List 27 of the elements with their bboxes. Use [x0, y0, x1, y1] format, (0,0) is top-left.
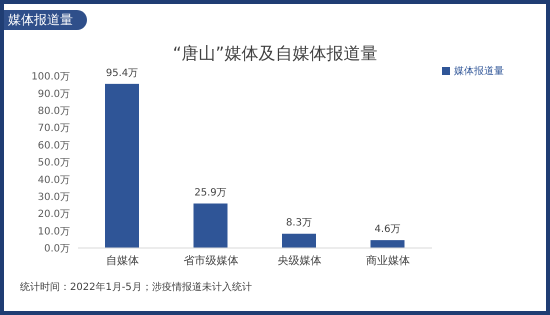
- legend-label: 媒体报道量: [454, 66, 504, 77]
- x-tick-label: 自媒体: [106, 254, 139, 267]
- bar: [282, 234, 316, 248]
- chart-subtitle: 媒体报道量: [4, 10, 87, 30]
- x-tick-label: 商业媒体: [366, 254, 410, 267]
- y-tick-label: 30.0万: [38, 192, 70, 203]
- bar: [105, 84, 139, 248]
- x-tick-label: 省市级媒体: [183, 254, 238, 267]
- data-label: 25.9万: [194, 187, 227, 198]
- y-tick-label: 90.0万: [38, 88, 70, 100]
- y-tick-label: 10.0万: [38, 226, 70, 238]
- y-tick-label: 40.0万: [38, 174, 70, 186]
- data-label: 8.3万: [286, 218, 312, 229]
- x-tick-label: 央级媒体: [277, 254, 322, 267]
- y-tick-label: 100.0万: [31, 72, 70, 83]
- y-tick-label: 60.0万: [38, 140, 70, 152]
- text: 统计时间：2022年1月-5月；涉疫情报道未计入统计: [20, 280, 252, 294]
- chart-title: “唐山”媒体及自媒体报道量: [172, 43, 378, 65]
- y-tick-label: 70.0万: [38, 123, 70, 134]
- bar: [370, 240, 404, 248]
- y-tick-label: 20.0万: [38, 209, 70, 220]
- y-tick-label: 0.0万: [44, 244, 70, 255]
- y-tick-label: 80.0万: [38, 106, 70, 117]
- bar: [194, 203, 228, 248]
- data-label: 4.6万: [374, 224, 400, 236]
- data-label: 95.4万: [106, 68, 138, 79]
- y-tick-label: 50.0万: [38, 158, 70, 169]
